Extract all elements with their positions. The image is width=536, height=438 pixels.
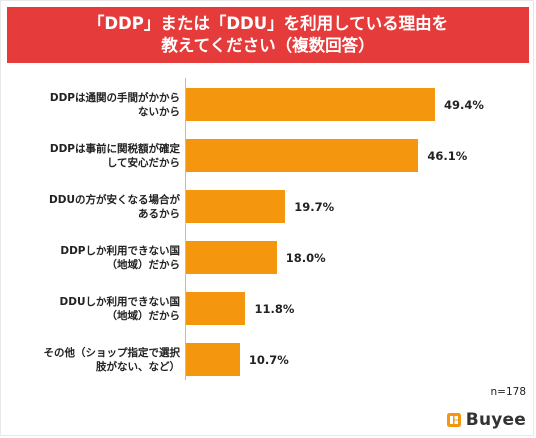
chart-title: 「DDP」または「DDU」を利用している理由を 教えてください（複数回答） [7,7,529,63]
value-label-2: 46.1% [427,148,468,163]
category-label-2-line-1: DDPは事前に関税額が確定 [49,143,180,155]
category-label-6-line-1: その他（ショップ指定で選択 [43,347,181,359]
buyee-logo: Buyee [446,410,526,430]
chart-title-line-2: 教えてください（複数回答） [161,36,375,55]
value-label-5: 11.8% [254,301,295,316]
chart-title-line-1: 「DDP」または「DDU」を利用している理由を [87,14,449,33]
bar-2 [186,139,419,172]
category-label-5: DDUしか利用できない国 （地域）だから [10,295,180,323]
buyee-box-icon [446,413,461,427]
value-label-1: 49.4% [443,97,484,112]
sample-size-note: n=178 [490,386,527,398]
category-label-3-line-1: DDUの方が安くなる場合が [49,194,180,206]
category-label-3: DDUの方が安くなる場合があるから [10,193,180,221]
category-label-2: DDPは事前に関税額が確定して安心だから [10,142,180,170]
category-label-6: その他（ショップ指定で選択肢がない、など） [10,346,181,374]
category-label-1-line-2: ないから [138,106,180,118]
bar-1 [186,88,435,121]
category-label-1-line-1: DDPは通関の手間がかから [49,92,180,104]
plot-area: DDPは通関の手間がかからないから 49.4% DDPは事前に関税額が確定して安心だ… [0,70,536,390]
category-label-5-line-1: DDUしか利用できない国 [59,296,180,308]
category-label-4-line-2: （地域）だから [106,259,181,271]
category-label-1: DDPは通関の手間がかからないから [10,91,180,119]
logo-text: Buyee [465,410,526,430]
value-label-6: 10.7% [248,352,289,367]
category-label-4-line-1: DDPしか利用できない国 [60,245,180,257]
category-label-3-line-2: あるから [138,208,180,220]
bar-5 [186,292,246,325]
category-axis-line [185,78,186,380]
category-label-6-line-2: 肢がない、など） [96,361,180,373]
value-label-4: 18.0% [285,250,326,265]
value-label-3: 19.7% [294,199,335,214]
bar-3 [186,190,286,223]
category-label-4: DDPしか利用できない国 （地域）だから [10,244,180,272]
category-label-5-line-2: （地域）だから [106,310,181,322]
category-label-2-line-2: して安心だから [106,157,180,169]
bar-6 [186,343,240,376]
bar-4 [186,241,277,274]
